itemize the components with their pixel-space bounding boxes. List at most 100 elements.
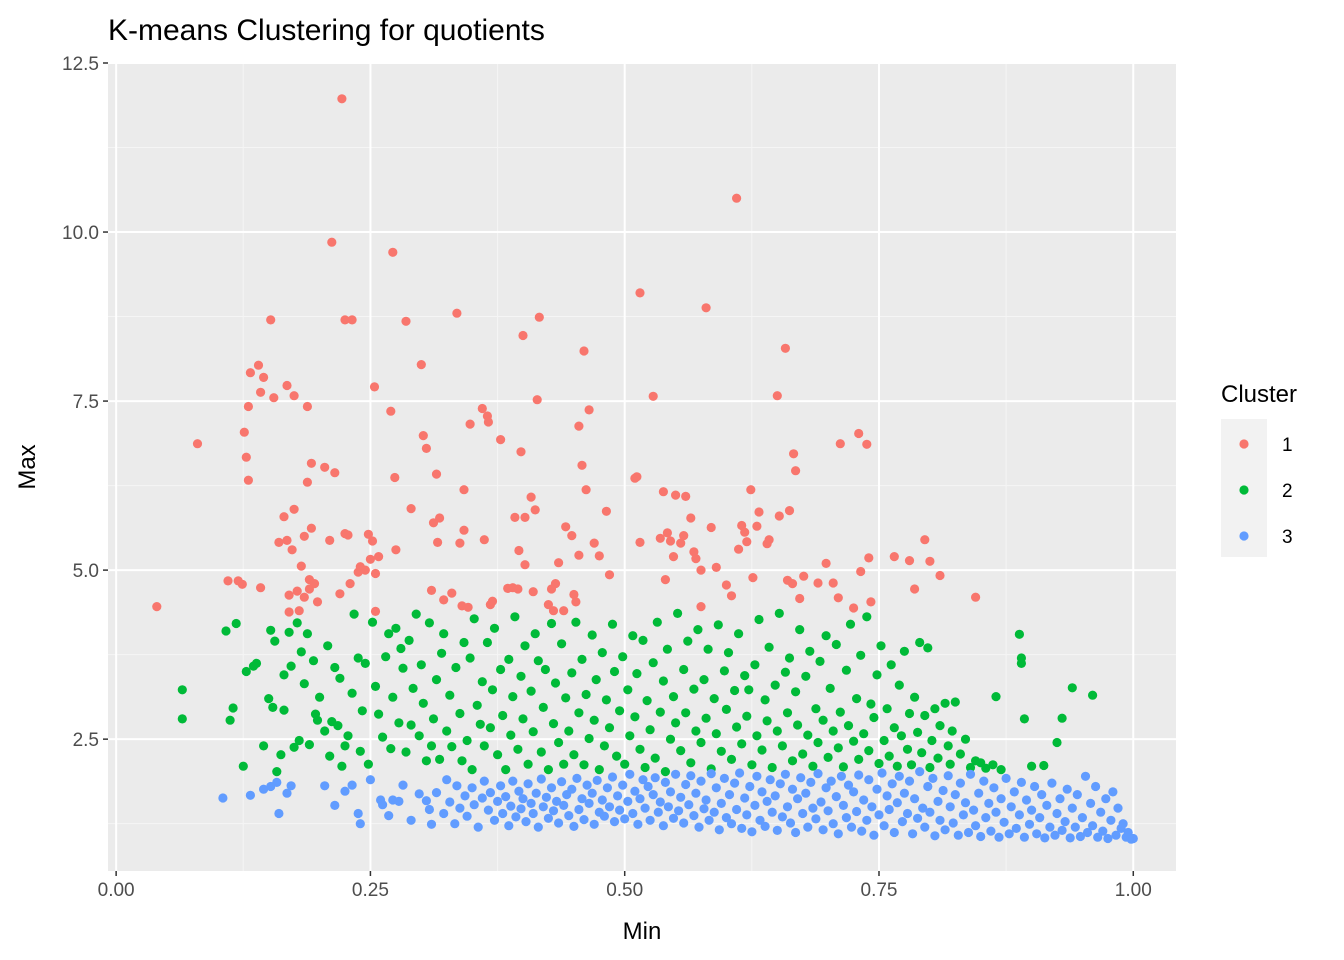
data-point [245,368,255,378]
data-point [574,804,584,815]
data-point [1004,829,1014,839]
data-point [665,734,676,744]
data-point [581,689,591,700]
legend-title: Cluster [1221,381,1297,408]
data-point [796,773,806,783]
data-point [355,746,365,756]
data-point [785,818,796,828]
data-point [270,636,280,646]
data-point [1032,829,1042,839]
data-point [299,531,309,541]
data-point [347,688,357,698]
data-point [625,769,635,779]
data-point [521,817,531,827]
data-point [523,779,533,789]
data-point [259,741,269,751]
data-point [337,761,347,771]
data-point [740,671,750,681]
data-point [857,826,867,836]
data-point [550,678,561,688]
data-point [386,744,396,754]
data-point [650,773,660,783]
data-point [1030,781,1040,792]
data-point [609,817,620,827]
data-point [838,762,849,772]
data-point [889,723,899,733]
data-point [965,769,976,779]
data-point [577,460,587,470]
data-point [520,560,530,570]
data-point [872,670,882,680]
data-point [552,796,562,807]
data-point [642,696,652,706]
data-point [665,787,676,797]
x-axis-title: Min [623,918,662,945]
data-point [935,570,945,581]
data-point [325,535,335,546]
data-point [1052,808,1062,819]
data-point [658,676,669,686]
data-point [746,485,756,495]
data-point [795,625,805,635]
data-point [772,391,782,401]
data-point [846,822,857,832]
data-point [825,683,835,694]
data-point [615,706,625,716]
data-point [864,746,874,756]
data-point [799,571,809,581]
data-point [892,761,902,771]
data-point [483,417,493,427]
data-point [498,808,508,819]
data-point [774,511,784,521]
data-point [508,776,518,786]
data-point [866,699,876,709]
data-point [577,654,587,665]
data-point [904,776,915,786]
data-point [791,827,801,838]
data-point [325,751,335,761]
data-point [1014,629,1024,639]
data-point [757,745,767,755]
data-point [546,618,557,629]
data-point [567,668,577,678]
data-point [287,545,297,555]
data-point [719,773,730,784]
data-point [831,792,841,802]
data-point [302,401,312,412]
data-point [306,458,316,468]
data-point [511,812,521,822]
data-point [1088,821,1098,831]
data-point [859,729,869,739]
data-point [579,815,589,825]
data-point [991,692,1001,702]
data-point [526,798,536,809]
data-point [294,735,304,746]
data-point [777,812,788,822]
data-point [462,735,472,746]
data-point [923,643,933,653]
data-point [282,380,292,391]
data-point [843,721,854,731]
data-point [686,513,696,523]
data-point [493,750,503,760]
data-point [696,737,706,748]
data-point [782,708,793,718]
data-point [510,512,520,523]
data-point [282,535,292,546]
data-point [882,791,892,801]
data-point [902,808,913,819]
data-point [615,805,625,815]
data-point [589,819,599,829]
data-point [1057,713,1067,723]
data-point [390,472,400,483]
data-point [496,664,506,675]
data-point [784,653,795,663]
data-point [477,793,487,803]
data-point [333,721,343,731]
data-point [894,680,904,690]
data-point [742,537,752,547]
data-point [518,794,528,804]
data-point [660,575,671,585]
data-point [447,588,457,598]
